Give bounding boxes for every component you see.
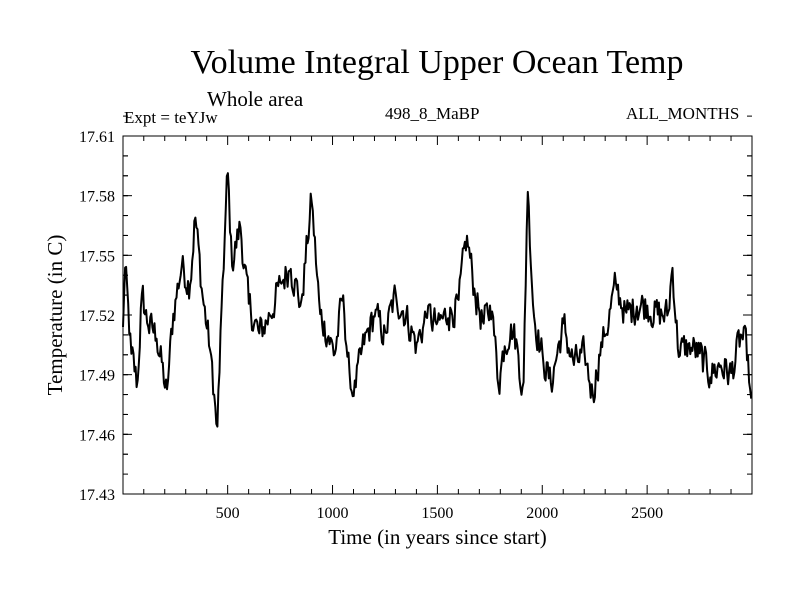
- period-label: ALL_MONTHS: [626, 104, 740, 123]
- x-tick-label: 1000: [317, 505, 349, 522]
- run-label: 498_8_MaBP: [385, 104, 480, 123]
- y-tick-label: 17.52: [79, 308, 115, 325]
- x-tick-label: 2000: [526, 505, 558, 522]
- chart-subtitle: Whole area: [207, 87, 304, 111]
- y-tick-label: 17.61: [79, 129, 115, 146]
- y-tick-label: 17.55: [79, 248, 115, 265]
- x-tick-label: 500: [216, 505, 240, 522]
- x-tick-label: 2500: [631, 505, 663, 522]
- series-line: [122, 172, 753, 428]
- y-tick-label: 17.46: [79, 427, 115, 444]
- y-tick-label: 17.49: [79, 368, 115, 385]
- y-tick-label: 17.43: [79, 487, 115, 504]
- y-axis-label: Temperature (in C): [43, 235, 67, 396]
- y-tick-label: 17.58: [79, 189, 115, 206]
- x-axis-label: Time (in years since start): [328, 525, 547, 549]
- experiment-label: Expt = teYJw: [124, 108, 218, 127]
- chart-title: Volume Integral Upper Ocean Temp: [190, 44, 684, 81]
- x-tick-label: 1500: [421, 505, 453, 522]
